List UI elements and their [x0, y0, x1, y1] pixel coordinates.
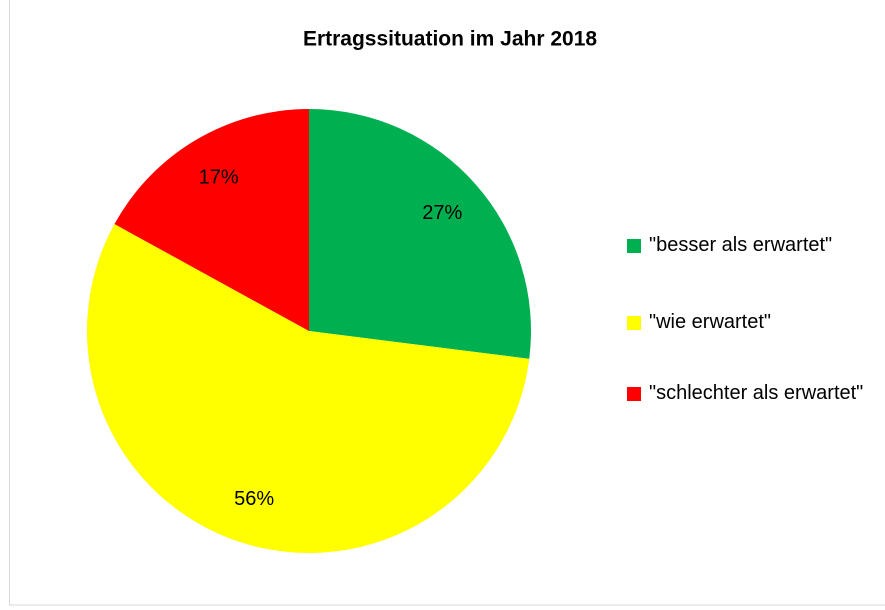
pie-slice [114, 109, 309, 331]
chart-title: Ertragssituation im Jahr 2018 [303, 28, 597, 51]
legend-swatch [627, 387, 641, 401]
chart-border [9, 0, 885, 606]
data-label: 17% [199, 166, 239, 188]
legend-label: "wie erwartet" [649, 311, 772, 333]
legend-item: "besser als erwartet" [627, 233, 869, 258]
legend-item: "schlechter als erwartet" [627, 381, 869, 406]
legend-swatch [627, 316, 641, 330]
data-label: 56% [234, 488, 274, 510]
pie-slice [86, 224, 530, 553]
legend-swatch [627, 239, 641, 253]
legend-label: "schlechter als erwartet" [649, 382, 864, 404]
data-label: 27% [422, 202, 462, 224]
pie-slice [309, 109, 531, 359]
legend-label: "besser als erwartet" [649, 234, 833, 256]
legend-item: "wie erwartet" [627, 310, 869, 335]
